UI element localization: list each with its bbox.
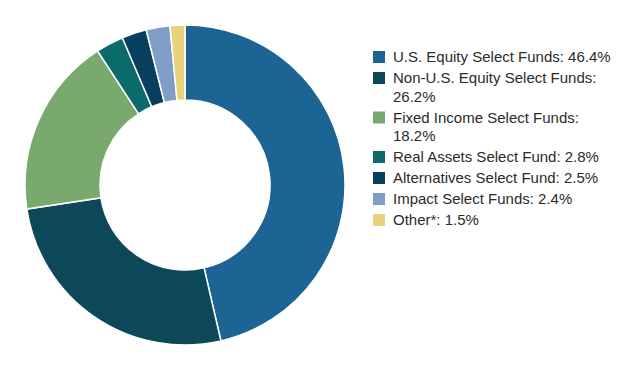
- legend-item: Impact Select Funds: 2.4%: [373, 190, 572, 207]
- legend-value: 2.5%: [560, 169, 598, 186]
- donut: [25, 25, 345, 345]
- legend-category: Non-U.S. Equity Select Funds:: [393, 69, 596, 86]
- legend-label: Other*: 1.5%: [393, 211, 479, 228]
- legend-swatch: [373, 51, 385, 63]
- legend-label: U.S. Equity Select Funds: 46.4%: [393, 48, 611, 65]
- legend: U.S. Equity Select Funds: 46.4% Non-U.S. …: [373, 48, 611, 228]
- legend-item: Alternatives Select Fund: 2.5%: [373, 169, 598, 186]
- legend-label: Non-U.S. Equity Select Funds: 26.2%: [393, 69, 596, 105]
- legend-label: Impact Select Funds: 2.4%: [393, 190, 572, 207]
- slice: [170, 25, 185, 100]
- legend-item: Non-U.S. Equity Select Funds: 26.2%: [373, 69, 596, 105]
- legend-category: Fixed Income Select Funds:: [393, 109, 579, 126]
- legend-swatch: [373, 172, 385, 184]
- legend-category: Impact Select Funds:: [393, 190, 534, 207]
- legend-swatch: [373, 214, 385, 226]
- legend-value: 2.4%: [534, 190, 572, 207]
- legend-swatch: [373, 151, 385, 163]
- slice: [27, 198, 221, 345]
- chart: U.S. Equity Select Funds: 46.4% Non-U.S. …: [0, 0, 627, 371]
- legend-value: 18.2%: [393, 127, 436, 144]
- legend-category: U.S. Equity Select Funds:: [393, 48, 564, 65]
- legend-item: Fixed Income Select Funds:18.2%: [373, 109, 579, 145]
- legend-item: Real Assets Select Fund: 2.8%: [373, 148, 599, 165]
- legend-label: Fixed Income Select Funds:18.2%: [393, 109, 579, 145]
- legend-swatch: [373, 112, 385, 124]
- legend-category: Alternatives Select Fund:: [393, 169, 560, 186]
- legend-item: Other*: 1.5%: [373, 211, 479, 228]
- legend-swatch: [373, 193, 385, 205]
- legend-swatch: [373, 72, 385, 84]
- legend-label: Real Assets Select Fund: 2.8%: [393, 148, 599, 165]
- legend-value: 46.4%: [564, 48, 611, 65]
- legend-value: 26.2%: [393, 88, 436, 105]
- legend-value: 2.8%: [561, 148, 599, 165]
- legend-category: Other*:: [393, 211, 441, 228]
- legend-item: U.S. Equity Select Funds: 46.4%: [373, 48, 611, 65]
- legend-label: Alternatives Select Fund: 2.5%: [393, 169, 598, 186]
- legend-category: Real Assets Select Fund:: [393, 148, 561, 165]
- legend-value: 1.5%: [441, 211, 479, 228]
